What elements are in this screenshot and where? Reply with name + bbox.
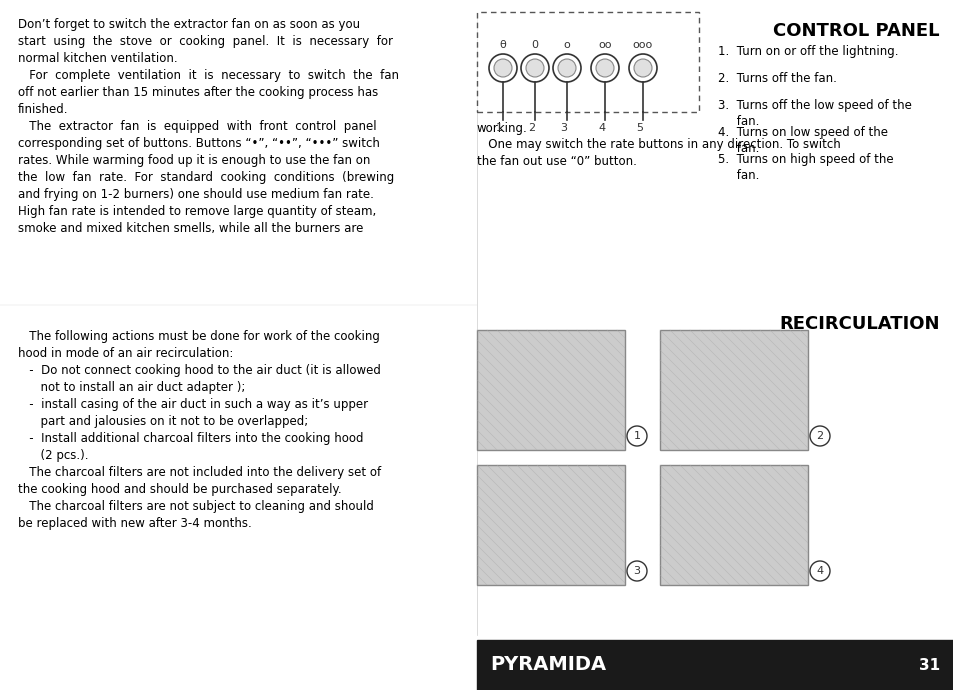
- Bar: [476, 330, 624, 450]
- Text: 1: 1: [496, 123, 502, 133]
- Text: PYRAMIDA: PYRAMIDA: [490, 656, 605, 675]
- Text: 1.  Turn on or off the lightning.: 1. Turn on or off the lightning.: [718, 45, 898, 58]
- Circle shape: [596, 59, 614, 77]
- Text: 3: 3: [633, 566, 639, 576]
- Text: Don’t forget to switch the extractor fan on as soon as you
start  using  the  st: Don’t forget to switch the extractor fan…: [18, 18, 398, 235]
- Text: θ: θ: [499, 40, 506, 50]
- Text: 5: 5: [636, 123, 642, 133]
- Circle shape: [553, 54, 580, 82]
- Circle shape: [628, 54, 657, 82]
- Text: working.: working.: [476, 122, 527, 135]
- Text: One may switch the rate buttons in any direction. To switch
the fan out use “0” : One may switch the rate buttons in any d…: [476, 138, 840, 168]
- Circle shape: [626, 561, 646, 581]
- Bar: [476, 640, 953, 690]
- Text: 31: 31: [918, 658, 939, 673]
- Text: 2: 2: [527, 123, 535, 133]
- Circle shape: [489, 54, 517, 82]
- Text: 3.  Turns off the low speed of the
     fan.: 3. Turns off the low speed of the fan.: [718, 99, 911, 128]
- Bar: [659, 465, 807, 585]
- Text: 4: 4: [598, 123, 604, 133]
- Text: 1: 1: [633, 431, 639, 441]
- Text: RECIRCULATION: RECIRCULATION: [779, 315, 939, 333]
- Text: o: o: [563, 40, 570, 50]
- Circle shape: [525, 59, 543, 77]
- Text: 2.  Turns off the fan.: 2. Turns off the fan.: [718, 72, 836, 85]
- Circle shape: [590, 54, 618, 82]
- Text: ooo: ooo: [632, 40, 653, 50]
- Bar: [659, 330, 807, 450]
- Circle shape: [809, 561, 829, 581]
- Text: The following actions must be done for work of the cooking
hood in mode of an ai: The following actions must be done for w…: [18, 330, 381, 530]
- Text: 0: 0: [531, 40, 537, 50]
- Text: 2: 2: [816, 431, 822, 441]
- Text: oo: oo: [598, 40, 611, 50]
- Text: 4: 4: [816, 566, 822, 576]
- Circle shape: [809, 426, 829, 446]
- Circle shape: [634, 59, 651, 77]
- Bar: [476, 465, 624, 585]
- Text: 5.  Turns on high speed of the
     fan.: 5. Turns on high speed of the fan.: [718, 153, 893, 182]
- Circle shape: [558, 59, 576, 77]
- Bar: [476, 12, 699, 112]
- Text: 3: 3: [559, 123, 566, 133]
- Circle shape: [494, 59, 512, 77]
- Text: CONTROL PANEL: CONTROL PANEL: [773, 22, 939, 40]
- Circle shape: [520, 54, 548, 82]
- Circle shape: [626, 426, 646, 446]
- Text: 4.  Turns on low speed of the
     fan.: 4. Turns on low speed of the fan.: [718, 126, 887, 155]
